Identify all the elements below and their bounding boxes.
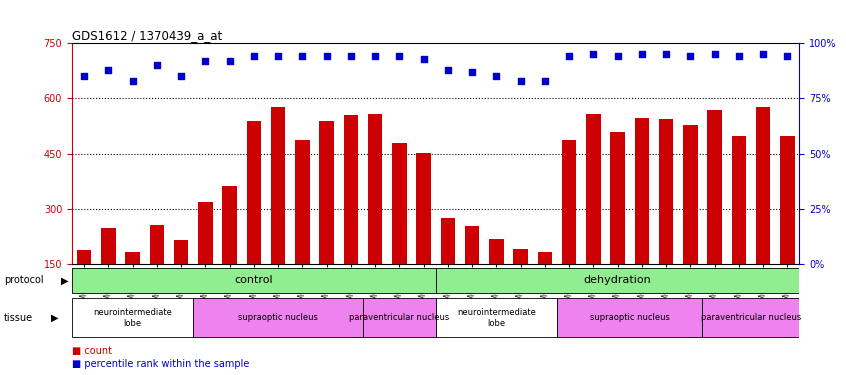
- Point: [659, 51, 673, 57]
- Point: [781, 53, 794, 59]
- Bar: [586, 114, 601, 264]
- Point: [295, 53, 309, 59]
- Point: [393, 53, 406, 59]
- Point: [465, 69, 479, 75]
- Point: [732, 53, 745, 59]
- Point: [368, 53, 382, 59]
- Point: [174, 74, 188, 80]
- Bar: [343, 115, 358, 264]
- Bar: [150, 225, 164, 264]
- Point: [126, 78, 140, 84]
- Bar: [537, 252, 552, 264]
- Bar: [557, 298, 702, 337]
- Point: [344, 53, 358, 59]
- Bar: [441, 218, 455, 264]
- Point: [563, 53, 576, 59]
- Point: [538, 78, 552, 84]
- Point: [441, 67, 454, 73]
- Bar: [222, 186, 237, 264]
- Bar: [707, 110, 722, 264]
- Bar: [319, 121, 334, 264]
- Bar: [732, 136, 746, 264]
- Text: ■ percentile rank within the sample: ■ percentile rank within the sample: [72, 359, 250, 369]
- Bar: [72, 268, 436, 293]
- Point: [417, 56, 431, 62]
- Bar: [683, 125, 698, 264]
- Point: [320, 53, 333, 59]
- Point: [586, 51, 600, 57]
- Bar: [436, 298, 557, 337]
- Point: [514, 78, 527, 84]
- Bar: [101, 228, 116, 264]
- Text: control: control: [234, 275, 273, 285]
- Bar: [72, 298, 193, 337]
- Text: paraventricular nucleus: paraventricular nucleus: [700, 314, 801, 322]
- Bar: [392, 143, 407, 264]
- Text: ▶: ▶: [51, 313, 58, 323]
- Bar: [77, 250, 91, 264]
- Bar: [368, 114, 382, 264]
- Bar: [271, 106, 285, 264]
- Point: [684, 53, 697, 59]
- Point: [222, 58, 236, 64]
- Bar: [363, 298, 436, 337]
- Bar: [514, 249, 528, 264]
- Bar: [702, 298, 799, 337]
- Text: protocol: protocol: [4, 275, 44, 285]
- Bar: [416, 153, 431, 264]
- Point: [150, 62, 163, 68]
- Bar: [610, 132, 625, 264]
- Text: dehydration: dehydration: [584, 275, 651, 285]
- Text: supraoptic nucleus: supraoptic nucleus: [238, 314, 318, 322]
- Point: [77, 74, 91, 80]
- Point: [611, 53, 624, 59]
- Text: GDS1612 / 1370439_a_at: GDS1612 / 1370439_a_at: [72, 29, 222, 42]
- Text: neurointermediate
lobe: neurointermediate lobe: [93, 308, 172, 327]
- Text: ▶: ▶: [61, 275, 69, 285]
- Bar: [634, 118, 649, 264]
- Point: [635, 51, 649, 57]
- Bar: [780, 136, 794, 264]
- Bar: [464, 226, 480, 264]
- Bar: [198, 202, 212, 264]
- Point: [199, 58, 212, 64]
- Bar: [659, 120, 673, 264]
- Bar: [489, 239, 503, 264]
- Text: supraoptic nucleus: supraoptic nucleus: [590, 314, 670, 322]
- Bar: [562, 140, 576, 264]
- Point: [756, 51, 770, 57]
- Bar: [193, 298, 363, 337]
- Text: ■ count: ■ count: [72, 346, 112, 356]
- Text: neurointermediate
lobe: neurointermediate lobe: [457, 308, 536, 327]
- Bar: [295, 140, 310, 264]
- Point: [708, 51, 722, 57]
- Point: [247, 53, 261, 59]
- Bar: [755, 106, 771, 264]
- Bar: [173, 240, 189, 264]
- Bar: [125, 252, 140, 264]
- Bar: [246, 121, 261, 264]
- Bar: [436, 268, 799, 293]
- Text: paraventricular nucleus: paraventricular nucleus: [349, 314, 449, 322]
- Point: [272, 53, 285, 59]
- Point: [490, 74, 503, 80]
- Point: [102, 67, 115, 73]
- Text: tissue: tissue: [4, 313, 33, 323]
